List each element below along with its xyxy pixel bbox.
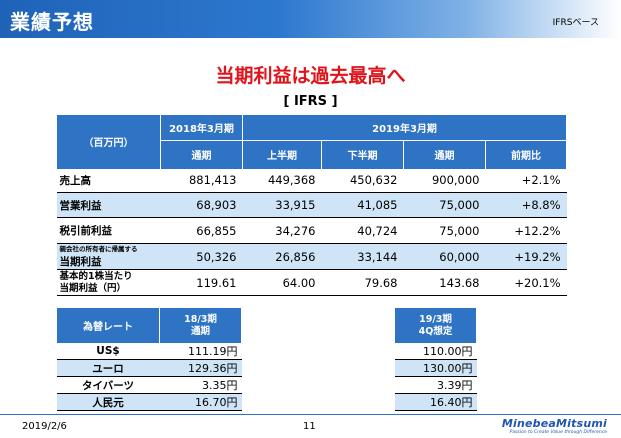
row-label: 基本的1株当たり 当期利益（円） — [56, 269, 161, 296]
cell-value: 66,855 — [160, 217, 243, 244]
col-yoy: 前期比 — [484, 140, 568, 169]
fy2019-header: 2019年3月期 — [241, 114, 568, 141]
cell-value: +8.8% — [485, 192, 567, 218]
fx-row: タイバーツ 3.35円 3.39円 — [56, 376, 477, 394]
table-row: 基本的1株当たり 当期利益（円） 119.61 64.00 79.68 143.… — [56, 269, 567, 296]
col-first-half: 上半期 — [242, 140, 322, 169]
fx-currency: 人民元 — [56, 393, 160, 411]
table-row: 営業利益 68,903 33,915 41,085 75,000 +8.8% — [56, 192, 567, 218]
row-label-line1: 基本的1株当たり — [59, 270, 133, 282]
cell-value: 34,276 — [242, 217, 322, 244]
row-label-line2: 当期利益（円） — [59, 282, 127, 294]
cell-value: +19.2% — [485, 243, 567, 270]
cell-value: +20.1% — [485, 269, 567, 296]
unit-header: （百万円） — [56, 114, 161, 169]
cell-value: 75,000 — [403, 217, 486, 244]
cell-value: 68,903 — [160, 192, 243, 218]
fx-col-fy19: 19/3期 4Q想定 — [394, 307, 477, 343]
cell-value: +2.1% — [485, 168, 567, 193]
cell-value: 75,000 — [403, 192, 486, 218]
row-label: 売上高 — [56, 168, 161, 193]
company-logo: MinebeaMitsumi Passion to Create Value t… — [502, 417, 607, 435]
row-label: 親会社の所有者に帰属する 当期利益 — [56, 243, 161, 270]
cell-value: 79.68 — [321, 269, 404, 296]
standard-label: [ IFRS ] — [283, 94, 338, 109]
col-fy2018-full-year: 通期 — [160, 140, 243, 169]
fx-rate-fy19: 130.00円 — [394, 359, 477, 377]
footer-date: 2019/2/6 — [22, 421, 67, 432]
row-label-main: 当期利益 — [59, 255, 102, 268]
cell-value: 40,724 — [321, 217, 404, 244]
cell-value: 33,144 — [321, 243, 404, 270]
page-title: 業績予想 — [10, 10, 94, 34]
fx-col-fy18: 18/3期 通期 — [159, 307, 242, 343]
cell-value: 450,632 — [321, 168, 404, 193]
fx-row: US$ 111.19円 110.00円 — [56, 343, 477, 360]
cell-value: 881,413 — [160, 168, 243, 193]
fx-currency: タイバーツ — [56, 376, 160, 394]
fx-rate-fy18: 111.19円 — [159, 343, 242, 360]
logo-wordmark: MinebeaMitsumi — [501, 417, 607, 430]
fx-col-fy18-line1: 18/3期 — [184, 313, 217, 325]
fy2018-header: 2018年3月期 — [160, 114, 243, 141]
fx-currency: US$ — [56, 343, 160, 360]
row-label: 税引前利益 — [56, 217, 161, 244]
footer-divider — [0, 414, 621, 415]
ifrs-basis-label: IFRSベース — [552, 18, 599, 28]
col-second-half: 下半期 — [321, 140, 404, 169]
exchange-rate-table: 為替レート 18/3期 通期 19/3期 4Q想定 US$ 111.19円 11… — [56, 307, 477, 411]
fx-col-fy19-line1: 19/3期 — [419, 313, 452, 325]
header-bar: 業績予想 IFRSベース — [0, 0, 621, 38]
fx-rate-fy19: 110.00円 — [394, 343, 477, 360]
page-number: 11 — [303, 421, 316, 432]
table-row: 売上高 881,413 449,368 450,632 900,000 +2.1… — [56, 168, 567, 193]
row-label: 営業利益 — [56, 192, 161, 218]
fx-rate-fy18: 16.70円 — [159, 393, 242, 411]
cell-value: 41,085 — [321, 192, 404, 218]
cell-value: 64.00 — [242, 269, 322, 296]
cell-value: 33,915 — [242, 192, 322, 218]
headline: 当期利益は過去最高へ — [215, 65, 406, 87]
logo-tagline: Passion to Create Value through Differen… — [509, 430, 607, 435]
cell-value: 449,368 — [242, 168, 322, 193]
fx-rate-fy19: 3.39円 — [394, 376, 477, 394]
table-row: 親会社の所有者に帰属する 当期利益 50,326 26,856 33,144 6… — [56, 243, 567, 270]
cell-value: 60,000 — [403, 243, 486, 270]
cell-value: 143.68 — [403, 269, 486, 296]
fx-col-fy18-line2: 通期 — [190, 325, 210, 337]
table-row: 税引前利益 66,855 34,276 40,724 75,000 +12.2% — [56, 217, 567, 244]
fx-rate-fy18: 3.35円 — [159, 376, 242, 394]
fx-rate-fy19: 16.40円 — [394, 393, 477, 411]
cell-value: 119.61 — [160, 269, 243, 296]
fx-currency: ユーロ — [56, 359, 160, 377]
fx-row: ユーロ 129.36円 130.00円 — [56, 359, 477, 377]
col-fy2019-full-year: 通期 — [403, 140, 486, 169]
fx-row: 人民元 16.70円 16.40円 — [56, 393, 477, 411]
fx-col-fy19-line2: 4Q想定 — [418, 325, 453, 337]
fx-rate-fy18: 129.36円 — [159, 359, 242, 377]
cell-value: +12.2% — [485, 217, 567, 244]
cell-value: 900,000 — [403, 168, 486, 193]
cell-value: 50,326 — [160, 243, 243, 270]
fx-header: 為替レート — [56, 307, 160, 343]
row-label-prefix: 親会社の所有者に帰属する — [59, 244, 138, 253]
cell-value: 26,856 — [242, 243, 322, 270]
earnings-forecast-table: （百万円） 2018年3月期 2019年3月期 通期 上半期 下半期 通期 前期… — [56, 114, 568, 296]
